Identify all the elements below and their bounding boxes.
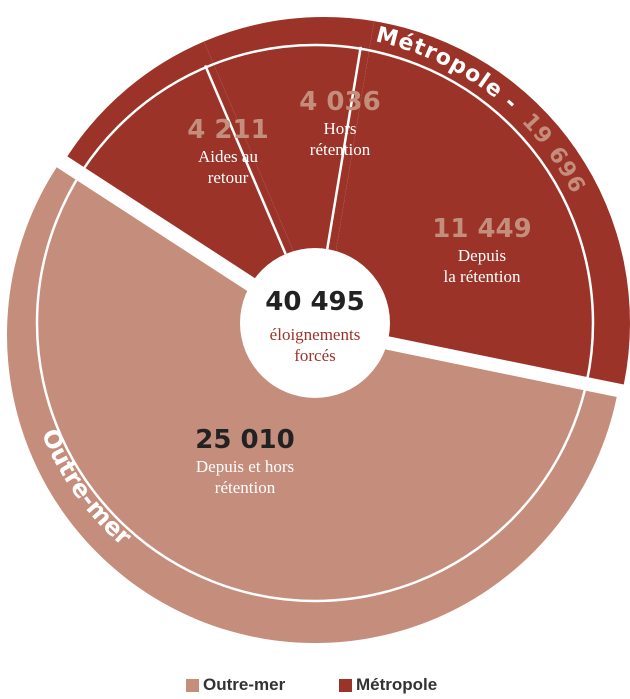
slice-label-1-line2: retour (208, 168, 249, 187)
slice-2 (203, 17, 375, 324)
legend-swatch-metropole (339, 678, 352, 692)
legend-label-metropole: Métropole (356, 675, 438, 694)
inner-ring-line (35, 43, 595, 603)
slice-label-4-line1: Depuis et hors (196, 457, 294, 476)
legend-swatch-outre-mer (186, 678, 199, 692)
slice-value-1: 4 211 (187, 115, 268, 145)
center-disc (240, 248, 390, 398)
legend-item-metropole: Métropole (339, 675, 437, 695)
total-label-line2: forcés (294, 346, 336, 365)
slice-label-4-line2: rétention (215, 478, 276, 497)
slice-4 (7, 167, 617, 643)
total-label-line1: éloignements (270, 325, 361, 344)
slice-label-2-line2: rétention (310, 140, 371, 159)
slice-label-3-line2: la rétention (444, 267, 521, 286)
slice-value-2: 4 036 (299, 87, 380, 117)
slice-value-3: 11 449 (432, 214, 532, 244)
slice-label-1-line1: Aides au (198, 147, 258, 166)
slice-divider-2 (326, 46, 363, 250)
slice-1 (67, 41, 324, 324)
slice-3 (324, 21, 630, 385)
slice-value-4: 25 010 (195, 425, 295, 455)
legend-item-outre-mer: Outre-mer (186, 675, 285, 695)
total-value: 40 495 (265, 287, 365, 317)
slice-label-2-line1: Hors (323, 119, 356, 138)
slice-label-3-line1: Depuis (458, 246, 506, 265)
legend-label-outre-mer: Outre-mer (203, 675, 286, 694)
legend: Outre-mer Métropole (0, 675, 630, 699)
slice-divider-1 (204, 64, 287, 255)
